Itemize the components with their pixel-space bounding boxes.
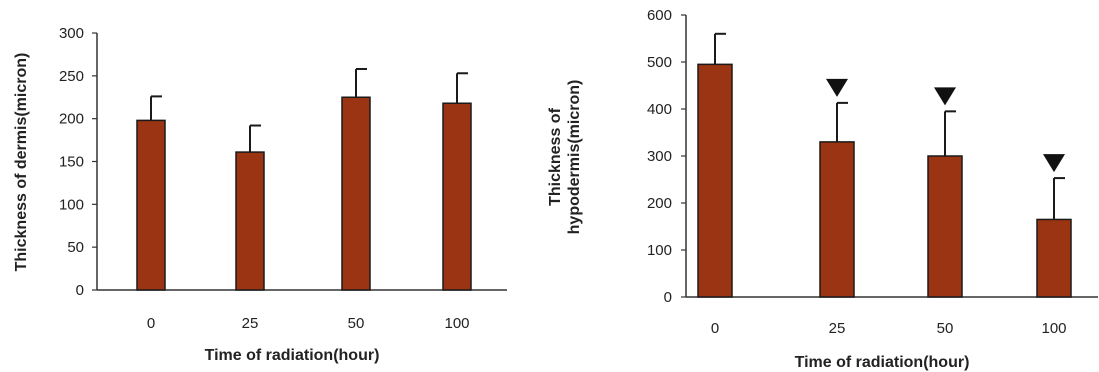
x-tick-label: 25 — [242, 315, 259, 332]
y-axis-title-line: hypodermis(micron) — [566, 80, 583, 235]
x-tick-label: 100 — [1041, 320, 1066, 337]
y-axis-title: Thickness of dermis(micron) — [13, 53, 30, 272]
y-axis-title: Thickness of hypodermis(micron) — [547, 80, 583, 235]
y-tick-label: 300 — [59, 25, 84, 42]
bar — [819, 141, 855, 298]
bar — [235, 151, 265, 291]
y-tick-label: 400 — [647, 101, 672, 118]
y-tick-label: 50 — [67, 239, 84, 256]
y-tick-label: 0 — [664, 289, 672, 306]
bar — [927, 155, 963, 298]
x-tick-label: 50 — [348, 315, 365, 332]
y-tick-label: 600 — [647, 7, 672, 24]
y-tick-label: 300 — [647, 148, 672, 165]
y-tick-label: 200 — [59, 111, 84, 128]
bar — [136, 119, 166, 291]
x-axis-title: Time of radiation(hour) — [205, 347, 380, 364]
x-tick-label: 50 — [937, 320, 954, 337]
y-tick-label: 100 — [59, 196, 84, 213]
y-axis-title-line: Thickness of dermis(micron) — [13, 53, 30, 272]
bar — [1036, 218, 1072, 298]
dermis-thickness-chart: 0 50 100 150 200 250 300 0 25 50 100 Time of radiat… — [13, 25, 507, 364]
y-tick-label: 200 — [647, 195, 672, 212]
bar — [341, 96, 371, 291]
y-tick-label: 0 — [76, 282, 84, 299]
y-tick-label: 100 — [647, 242, 672, 259]
bar — [442, 102, 472, 291]
x-tick-label: 25 — [829, 320, 846, 337]
x-tick-label: 0 — [147, 315, 155, 332]
bar — [697, 63, 733, 298]
hypodermis-thickness-chart: 0 100 200 300 400 500 600 0 25 50 100 Time of radia… — [547, 7, 1098, 371]
x-tick-label: 100 — [444, 315, 469, 332]
significance-marker — [826, 78, 848, 97]
significance-marker — [934, 87, 956, 106]
y-axis-title-line: Thickness of — [547, 107, 564, 205]
significance-marker — [1043, 154, 1065, 173]
y-tick-label: 250 — [59, 68, 84, 85]
y-tick-label: 150 — [59, 154, 84, 171]
x-tick-label: 0 — [711, 320, 719, 337]
x-axis-title: Time of radiation(hour) — [795, 354, 970, 371]
y-tick-label: 500 — [647, 54, 672, 71]
